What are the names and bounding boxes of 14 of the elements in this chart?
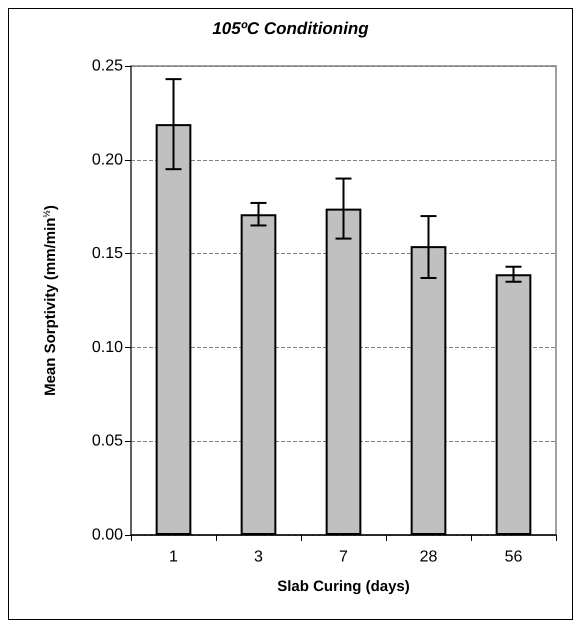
y-tick-label: 0.10 (92, 338, 124, 356)
y-tick-label: 0.15 (92, 245, 124, 262)
x-axis-title: Slab Curing (days) (277, 578, 410, 595)
y-axis-title: Mean Sorptivity (mm/min½) (42, 205, 59, 396)
y-tick-label: 0.05 (92, 432, 124, 450)
x-tick-label: 3 (254, 548, 264, 566)
x-tick-label: 1 (169, 548, 178, 566)
x-tick-label: 56 (504, 548, 522, 566)
x-tick-label: 7 (339, 548, 348, 566)
chart-title: 105ºC Conditioning (212, 19, 370, 38)
y-tick-label: 0.25 (92, 58, 124, 74)
y-tick-label: 0.00 (92, 526, 124, 544)
y-tick-label: 0.20 (92, 151, 124, 168)
x-tick-label: 28 (420, 548, 438, 566)
